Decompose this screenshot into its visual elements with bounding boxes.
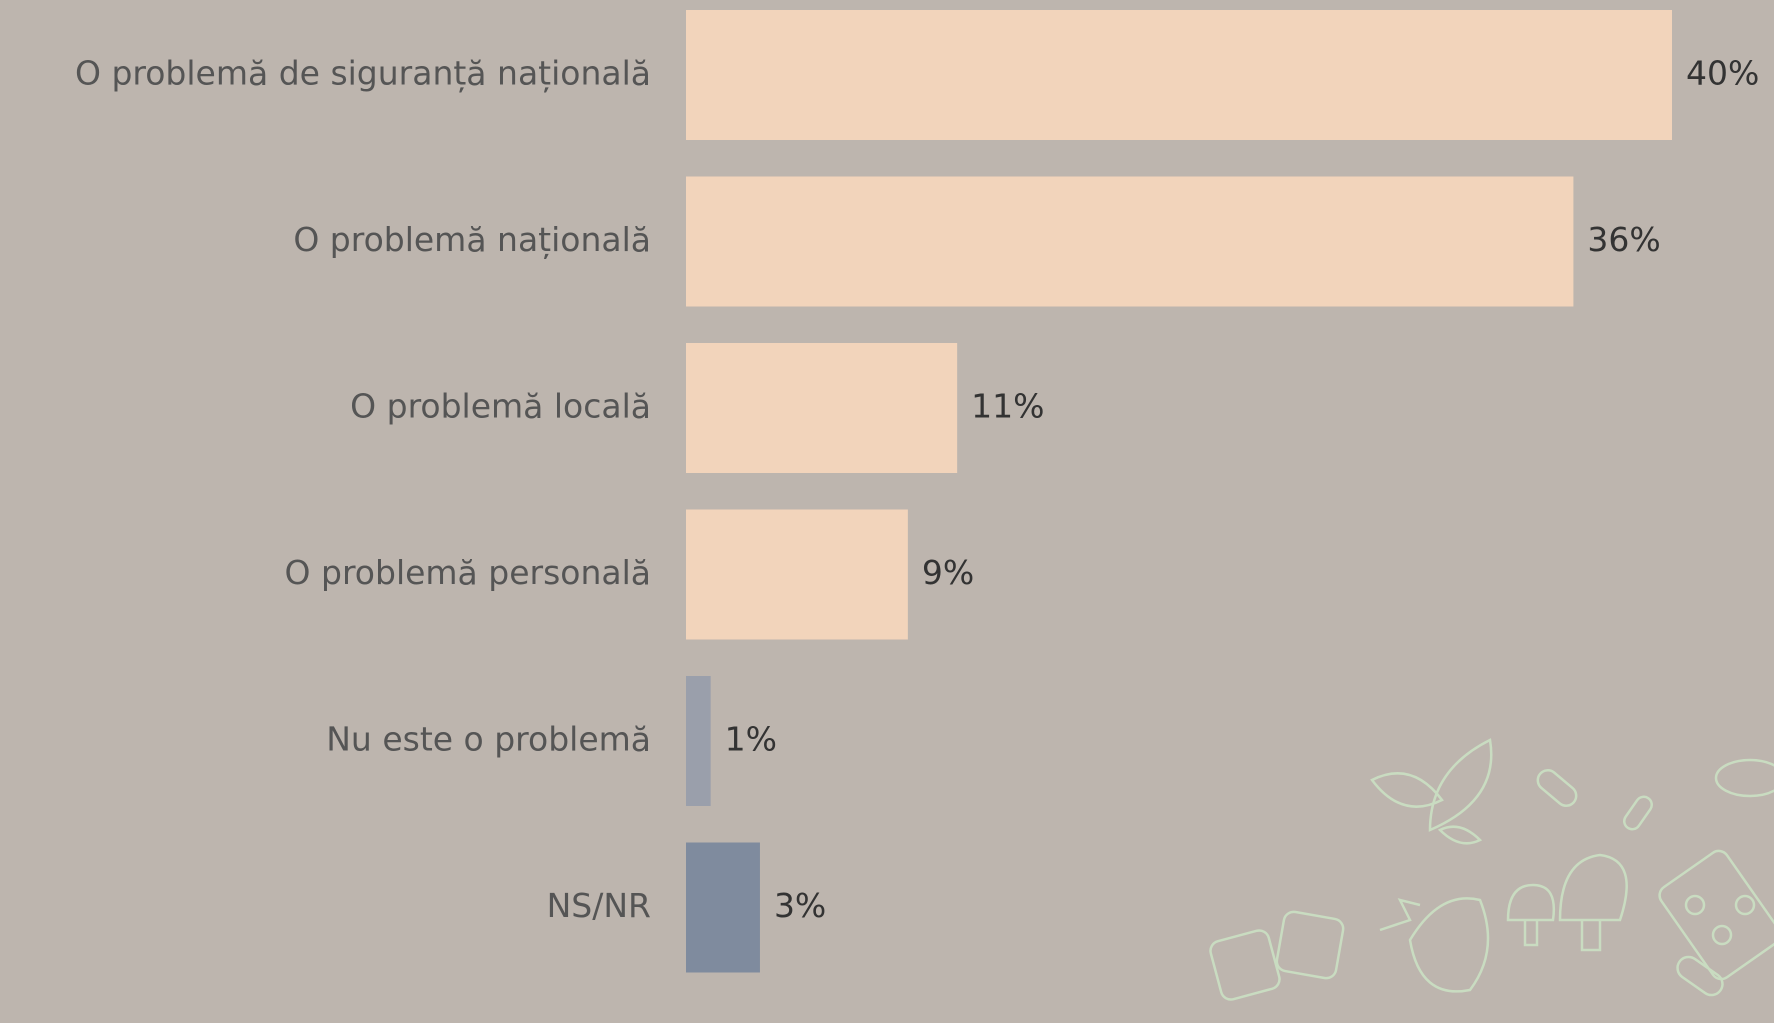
value-label: 1% xyxy=(725,720,777,759)
value-label: 3% xyxy=(774,886,826,925)
bar xyxy=(686,177,1573,307)
category-label: NS/NR xyxy=(547,886,651,925)
category-label: O problemă națională xyxy=(293,220,651,260)
bar xyxy=(686,343,957,473)
value-label: 9% xyxy=(922,553,974,592)
value-label: 40% xyxy=(1686,54,1759,93)
category-label: O problemă de siguranță națională xyxy=(75,54,651,94)
value-label: 36% xyxy=(1587,220,1660,259)
bar xyxy=(686,676,711,806)
chart: O problemă de siguranță națională 40% O pr… xyxy=(0,0,1774,1023)
category-label: O problemă personală xyxy=(285,553,651,592)
bar xyxy=(686,510,908,640)
decoration xyxy=(1208,740,1774,1002)
value-label: 11% xyxy=(971,387,1044,426)
bar xyxy=(686,843,760,973)
category-label: Nu este o problemă xyxy=(326,720,651,759)
category-label: O problemă locală xyxy=(350,387,651,426)
bar xyxy=(686,10,1672,140)
